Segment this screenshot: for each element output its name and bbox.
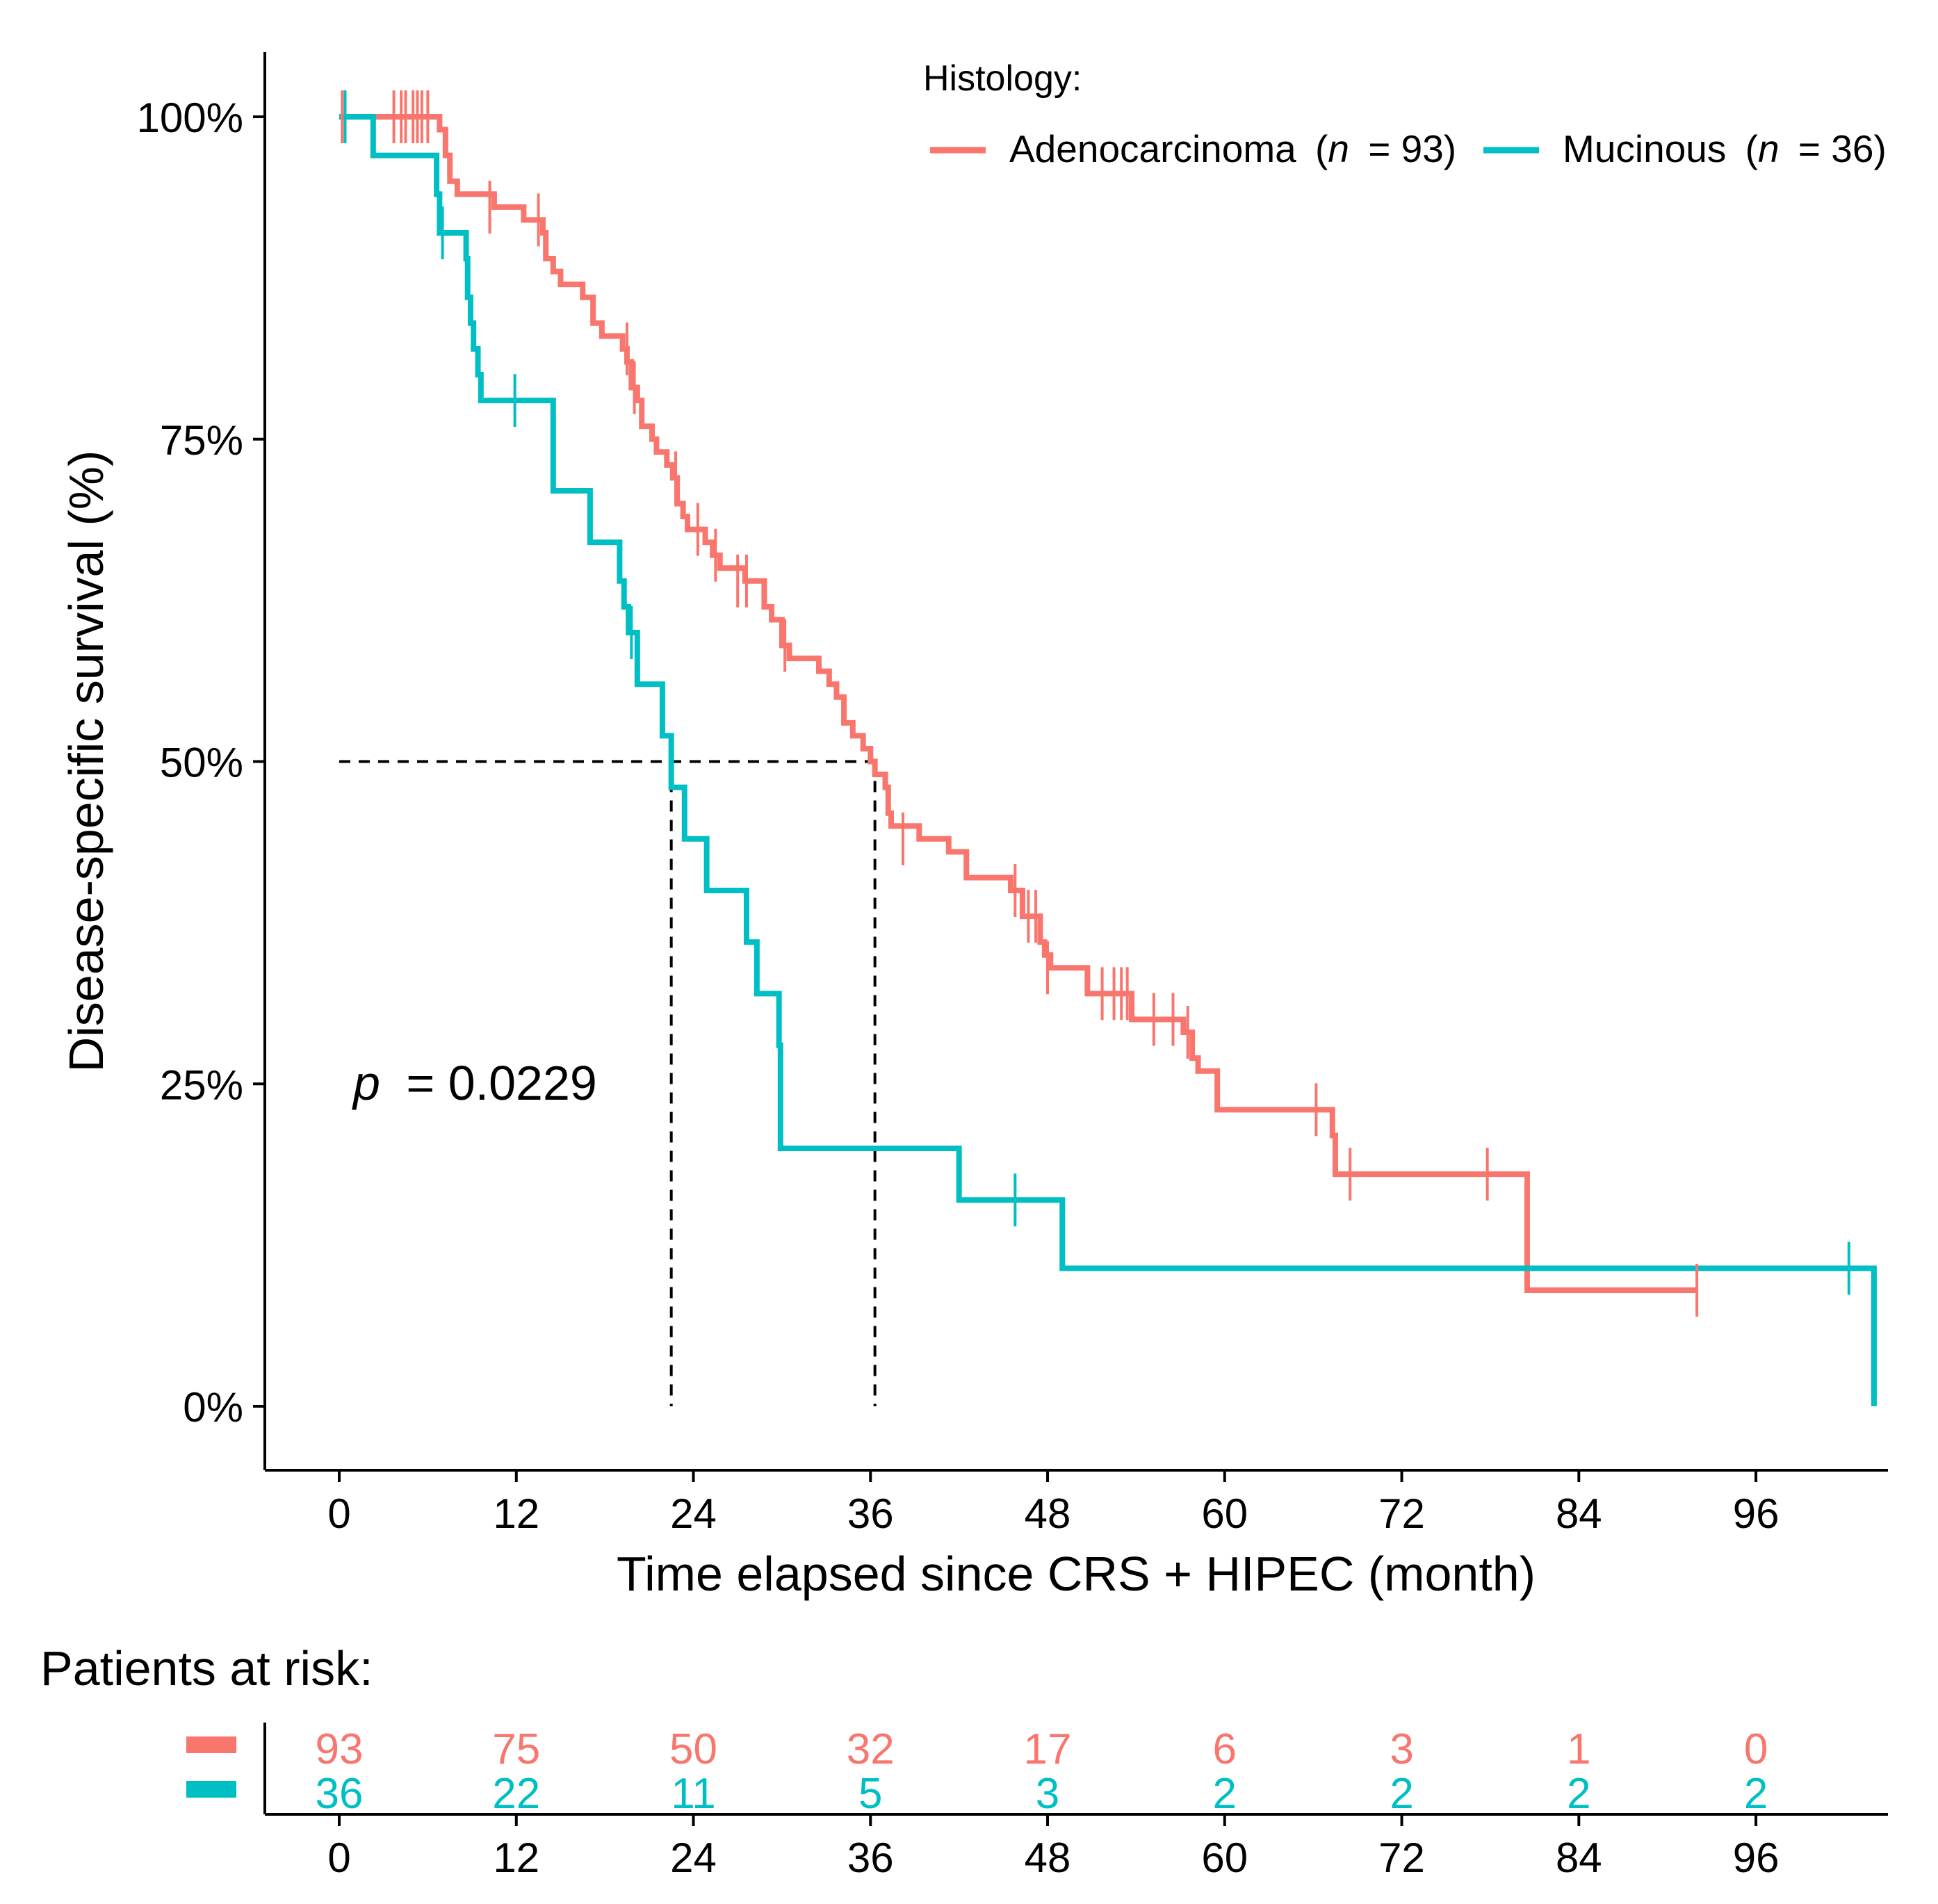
y-tick-label: 100%	[137, 95, 243, 141]
x-tick-label: 84	[1556, 1490, 1602, 1537]
y-axis-ticks: 0% 25% 50% 75% 100%	[137, 95, 265, 1431]
risk-count-mucinous: 2	[1390, 1770, 1413, 1818]
y-tick-label: 0%	[183, 1384, 243, 1431]
risk-count-adenocarcinoma: 17	[1024, 1725, 1072, 1773]
legend-title: Histology:	[923, 58, 1082, 99]
x-tick-label: 24	[670, 1490, 717, 1537]
risk-count-mucinous: 3	[1036, 1770, 1059, 1818]
legend-name-adenocarcinoma: Adenocarcinoma	[1009, 127, 1296, 170]
survival-curves	[339, 114, 1877, 1406]
x-tick-label: 60	[1201, 1490, 1248, 1537]
p-value-symbol: p	[352, 1056, 380, 1110]
legend-label-mucinous: Mucinous (n = 36)	[1563, 127, 1887, 170]
x-tick-label: 96	[1733, 1490, 1780, 1537]
risk-count-adenocarcinoma: 1	[1567, 1725, 1590, 1773]
risk-count-adenocarcinoma: 32	[847, 1725, 895, 1773]
main-axes	[263, 52, 1888, 1472]
x-tick-label: 36	[847, 1490, 894, 1537]
x-tick-label: 48	[1025, 1490, 1071, 1537]
risk-x-tick-label: 24	[670, 1834, 717, 1881]
risk-table-x-ticks: 0 12 24 36 48 60 72 84 96	[327, 1814, 1779, 1881]
risk-count-adenocarcinoma: 6	[1213, 1725, 1237, 1773]
risk-count-mucinous: 11	[671, 1770, 715, 1818]
risk-count-mucinous: 2	[1213, 1770, 1237, 1818]
y-tick-label: 25%	[160, 1061, 243, 1108]
y-tick-label: 50%	[160, 740, 243, 786]
risk-count-adenocarcinoma: 93	[316, 1725, 364, 1773]
risk-x-tick-label: 72	[1378, 1834, 1425, 1881]
risk-table-title: Patients at risk:	[40, 1641, 373, 1695]
risk-count-mucinous: 5	[858, 1770, 882, 1818]
x-axis-label: Time elapsed since CRS + HIPEC (month)	[617, 1547, 1536, 1601]
risk-count-adenocarcinoma: 0	[1744, 1725, 1768, 1773]
risk-count-mucinous: 2	[1744, 1770, 1768, 1818]
legend-n-value-adenocarcinoma: = 93)	[1368, 127, 1456, 170]
p-value-annotation: p = 0.0229	[352, 1056, 597, 1110]
legend: Histology: Adenocarcinoma (n = 93) Mucin…	[923, 58, 1887, 170]
risk-count-mucinous: 22	[492, 1770, 540, 1818]
legend-n-symbol-adenocarcinoma: n	[1328, 127, 1349, 170]
legend-prefix-adenocarcinoma: (	[1315, 127, 1328, 170]
legend-n-value-mucinous: = 36)	[1798, 127, 1887, 170]
censor-marks	[341, 90, 1850, 1317]
risk-x-tick-label: 12	[493, 1834, 539, 1881]
p-value-number: = 0.0229	[406, 1056, 596, 1110]
x-tick-label: 12	[493, 1490, 539, 1537]
median-reference-lines	[339, 760, 877, 1406]
risk-x-tick-label: 96	[1733, 1834, 1780, 1881]
risk-table: Patients at risk: 93 75 50 32 17 6 3 1 036 22 11 5 3…	[40, 1641, 1888, 1881]
risk-table-values: 93 75 50 32 17 6 3 1 036 22 11 5 3 2 2 2 2	[316, 1725, 1768, 1818]
x-axis-ticks: 0 12 24 36 48 60 72 84 96	[327, 1470, 1779, 1537]
risk-count-mucinous: 36	[316, 1770, 364, 1818]
risk-x-tick-label: 60	[1201, 1834, 1248, 1881]
risk-x-tick-label: 48	[1025, 1834, 1071, 1881]
y-tick-label: 75%	[160, 417, 243, 464]
legend-name-mucinous: Mucinous	[1563, 127, 1726, 170]
risk-x-tick-label: 0	[327, 1834, 350, 1881]
legend-prefix-mucinous: (	[1745, 127, 1758, 170]
risk-x-tick-label: 36	[847, 1834, 894, 1881]
legend-n-symbol-mucinous: n	[1758, 127, 1780, 170]
risk-count-adenocarcinoma: 3	[1390, 1725, 1413, 1773]
risk-swatch-adenocarcinoma	[186, 1736, 236, 1753]
survival-curve-adenocarcinoma	[339, 114, 1697, 1294]
risk-count-adenocarcinoma: 50	[669, 1725, 717, 1773]
risk-count-mucinous: 2	[1567, 1770, 1590, 1818]
risk-x-tick-label: 84	[1556, 1834, 1602, 1881]
legend-label-adenocarcinoma: Adenocarcinoma (n = 93)	[1009, 127, 1456, 170]
x-tick-label: 0	[327, 1490, 350, 1537]
y-axis-label: Disease-specific survival (%)	[59, 450, 113, 1073]
risk-count-adenocarcinoma: 75	[492, 1725, 540, 1773]
x-tick-label: 72	[1378, 1490, 1425, 1537]
survival-curve-mucinous	[339, 114, 1877, 1406]
risk-swatch-mucinous	[186, 1781, 236, 1798]
